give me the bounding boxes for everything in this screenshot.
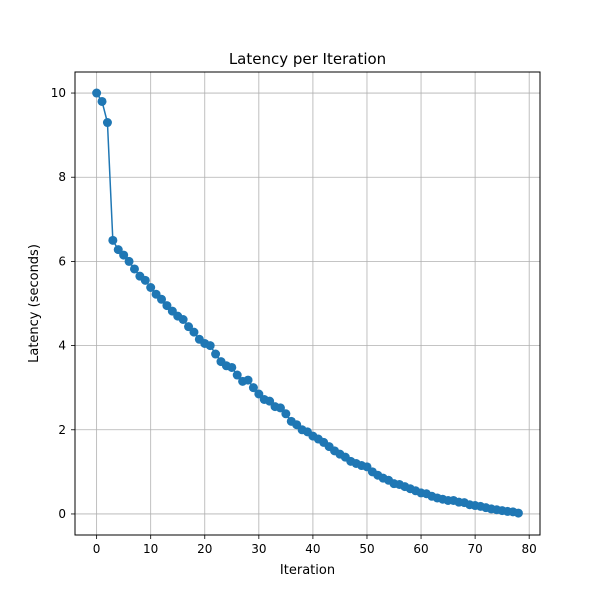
plot-frame	[74, 71, 541, 536]
data-point	[211, 349, 221, 359]
data-point	[254, 389, 264, 399]
data-point	[178, 314, 188, 324]
x-tick-label: 80	[522, 542, 537, 556]
data-point	[227, 362, 237, 372]
data-point	[129, 264, 139, 274]
x-tick-label: 60	[413, 542, 428, 556]
data-point	[265, 396, 275, 406]
data-point	[205, 341, 215, 351]
data-point	[162, 301, 172, 311]
data-point	[157, 294, 167, 304]
y-tick-label: 0	[58, 507, 66, 521]
data-point	[275, 403, 285, 413]
y-tick-label: 8	[58, 170, 66, 184]
y-tick-label: 10	[51, 86, 66, 100]
x-tick-label: 40	[305, 542, 320, 556]
data-point	[189, 327, 199, 337]
data-point	[102, 118, 112, 128]
y-axis-label: Latency (seconds)	[27, 244, 42, 363]
data-point	[140, 275, 150, 285]
data-point	[146, 283, 156, 293]
data-point	[108, 235, 118, 245]
tick-layer: 0 10 20 30 40 50 60 70 80 0 2 4 6 8 10	[51, 86, 537, 556]
y-tick-label: 2	[58, 423, 66, 437]
x-axis-label: Iteration	[280, 563, 335, 578]
data-point	[232, 370, 242, 380]
x-tick-label: 0	[93, 542, 101, 556]
data-point	[184, 322, 194, 332]
data-point	[513, 508, 523, 518]
x-tick-label: 50	[359, 542, 374, 556]
series-layer	[92, 88, 523, 518]
data-point	[113, 245, 123, 255]
y-tick-label: 4	[58, 339, 66, 353]
data-point	[281, 409, 291, 419]
data-point	[92, 88, 102, 98]
data-point	[124, 256, 134, 266]
y-tick-label: 6	[58, 254, 66, 268]
chart-title: Latency per Iteration	[229, 50, 386, 68]
x-tick-label: 70	[467, 542, 482, 556]
data-point	[248, 383, 258, 393]
x-tick-label: 20	[197, 542, 212, 556]
x-tick-label: 10	[143, 542, 158, 556]
data-point	[243, 375, 253, 385]
data-point	[97, 96, 107, 106]
data-point	[119, 250, 129, 260]
x-tick-label: 30	[251, 542, 266, 556]
